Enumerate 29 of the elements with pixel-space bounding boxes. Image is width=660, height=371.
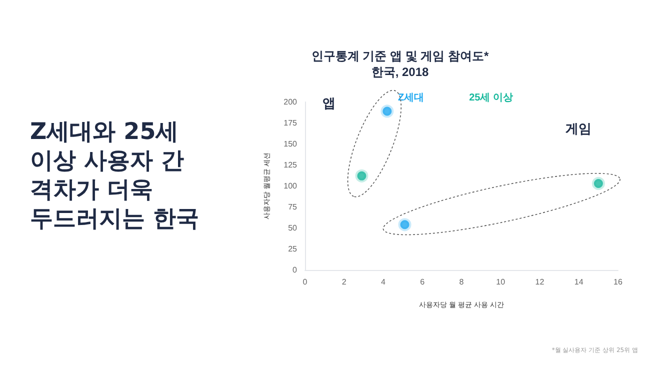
y-tick-label: 75: [288, 202, 298, 212]
x-tick-label: 6: [420, 278, 426, 286]
point: [380, 104, 394, 118]
x-tick-label: 2: [342, 278, 347, 286]
point: [398, 218, 412, 232]
text: Z세대와 25세 이상 사용자 간 격차가 더욱 두드러지는 한국: [30, 118, 200, 234]
x-tick-label: 14: [574, 278, 584, 286]
text: 25세 이상: [469, 92, 514, 104]
y-tick-label: 0: [292, 266, 298, 274]
point: [355, 169, 368, 182]
annotation: 앱: [322, 96, 336, 111]
y-tick-label: 125: [284, 160, 298, 170]
x-tick-label: 4: [381, 278, 386, 286]
x-tick-label: 8: [459, 278, 464, 286]
x-tick-label: 10: [496, 278, 506, 286]
x-tick-label: 12: [535, 278, 545, 286]
y-tick-label: 200: [284, 98, 298, 106]
y-tick-label: 50: [288, 224, 298, 232]
chart-subtitle: 한국, 2018: [371, 65, 429, 79]
x-tick-label: 16: [614, 278, 623, 286]
annotation: 게임: [565, 120, 592, 136]
point: [592, 176, 605, 190]
series-label: Z세대: [398, 92, 424, 104]
x-tick-label: 0: [302, 278, 308, 286]
y-tick-label: 25: [288, 244, 298, 254]
chart-title: 인구통계 기준 앱 및 게임 참여도*: [311, 49, 489, 63]
y-tick-label: 100: [284, 182, 298, 190]
y-tick-label: 150: [284, 140, 298, 148]
y-tick-label: 175: [284, 118, 298, 128]
